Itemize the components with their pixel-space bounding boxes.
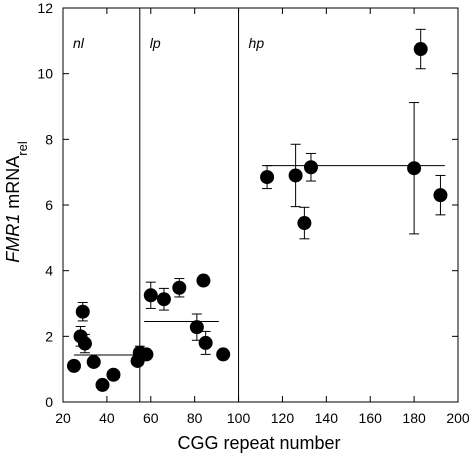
error-bars [75,28,446,360]
plot-frame [62,7,459,403]
x-tick-label: 160 [359,410,383,426]
data-point [288,168,303,183]
data-point [95,377,110,392]
y-axis-label-subscript: rel [15,141,30,156]
data-point [172,280,187,295]
x-tick-label: 80 [187,410,203,426]
data-point [303,160,318,175]
data-point [297,216,312,231]
y-tick-label: 4 [45,263,53,279]
x-tick-label: 20 [55,410,71,426]
x-tick-label: 120 [271,410,295,426]
data-point [66,358,81,373]
plot-area [62,7,459,403]
data-point [407,161,422,176]
y-tick-label: 2 [45,328,53,344]
tick-marks [62,7,459,403]
data-point [196,273,211,288]
data-point [189,320,204,335]
data-points [66,42,448,392]
data-point [77,336,92,351]
x-tick-label: 200 [446,410,470,426]
x-tick-label: 180 [402,410,426,426]
y-axis-label: FMR1 mRNArel [3,141,30,263]
y-tick-label: 6 [45,197,53,213]
region-label-lp: lp [150,35,161,51]
data-point [143,288,158,303]
x-tick-label: 40 [99,410,115,426]
region-labels: nl lp hp [73,35,264,51]
data-point [433,188,448,203]
x-tick-label: 140 [315,410,339,426]
data-point [260,170,275,185]
x-tick-label: 100 [227,410,251,426]
y-axis-label-gene: FMR1 [3,214,23,263]
tick-labels: 20 40 60 80 100 120 140 160 180 200 0 2 4 6 8 10 12 [37,0,469,426]
data-point [75,304,90,319]
region-boundaries [139,8,240,402]
data-point [106,367,121,382]
region-label-hp: hp [249,35,265,51]
y-axis-label-main: mRNA [3,156,23,214]
data-point [198,335,213,350]
x-tick-label: 60 [143,410,159,426]
y-tick-label: 8 [45,131,53,147]
data-point [156,292,171,307]
y-tick-label: 12 [37,0,53,16]
y-tick-label: 10 [37,66,53,82]
x-axis-label: CGG repeat number [177,433,340,453]
region-label-nl: nl [73,35,85,51]
data-point [413,42,428,57]
data-point [139,347,154,362]
data-point [216,347,231,362]
data-point [86,354,101,369]
mean-lines [73,165,445,356]
y-tick-label: 0 [45,394,53,410]
